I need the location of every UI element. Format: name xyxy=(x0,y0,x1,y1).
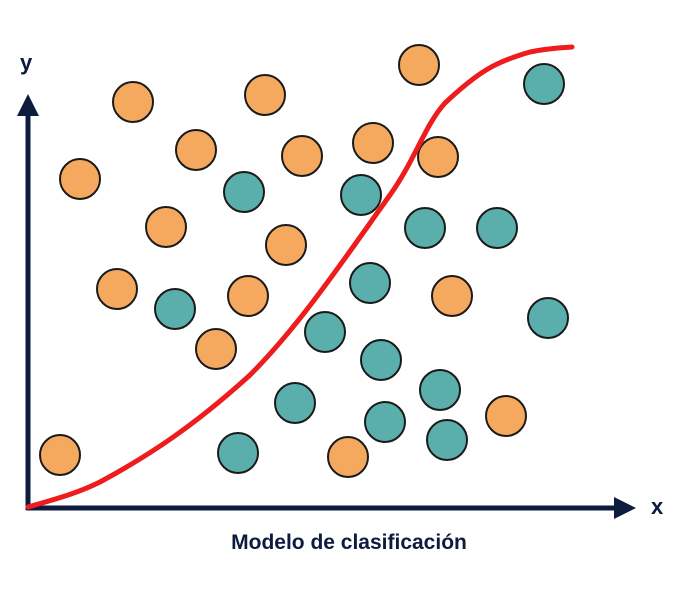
data-point-teal xyxy=(349,262,391,304)
data-point-orange xyxy=(485,395,527,437)
data-point-orange xyxy=(398,44,440,86)
data-point-orange xyxy=(39,434,81,476)
data-point-orange xyxy=(244,74,286,116)
data-point-teal xyxy=(360,339,402,381)
diagram-caption: Modelo de clasificación xyxy=(231,531,467,554)
data-point-orange xyxy=(96,268,138,310)
data-point-orange xyxy=(265,224,307,266)
decision-boundary-curve xyxy=(25,44,575,510)
data-points xyxy=(39,44,569,478)
x-axis-arrow xyxy=(614,497,636,519)
data-point-orange xyxy=(417,136,459,178)
data-point-teal xyxy=(404,207,446,249)
data-point-orange xyxy=(281,135,323,177)
data-point-teal xyxy=(340,174,382,216)
data-point-orange xyxy=(431,275,473,317)
data-point-teal xyxy=(304,311,346,353)
data-point-teal xyxy=(223,171,265,213)
data-point-orange xyxy=(327,436,369,478)
y-axis-label: y xyxy=(20,50,33,75)
data-point-teal xyxy=(274,382,316,424)
data-point-teal xyxy=(217,432,259,474)
data-point-teal xyxy=(154,288,196,330)
y-axis-arrow xyxy=(17,94,39,116)
data-point-orange xyxy=(175,129,217,171)
data-point-teal xyxy=(364,401,406,443)
data-point-teal xyxy=(527,297,569,339)
data-point-orange xyxy=(59,158,101,200)
data-point-orange xyxy=(352,122,394,164)
data-point-teal xyxy=(523,63,565,105)
data-point-teal xyxy=(426,419,468,461)
data-point-teal xyxy=(476,207,518,249)
data-point-teal xyxy=(419,369,461,411)
x-axis-label: x xyxy=(651,494,664,519)
data-point-orange xyxy=(227,275,269,317)
data-point-orange xyxy=(195,328,237,370)
data-point-orange xyxy=(145,206,187,248)
data-point-orange xyxy=(112,81,154,123)
